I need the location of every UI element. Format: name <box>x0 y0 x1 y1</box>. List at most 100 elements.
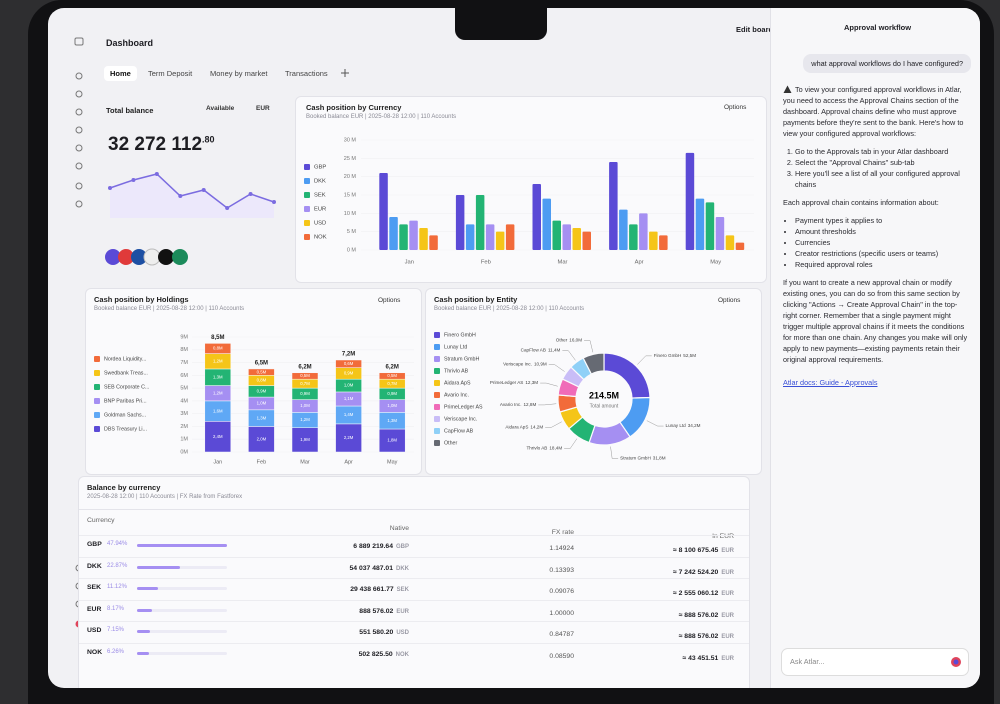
segment-label: 0,9M <box>344 371 354 376</box>
share-track <box>137 651 227 655</box>
bar <box>552 220 561 250</box>
segment-label: 1,2M <box>213 390 223 395</box>
legend-label: Lunay Ltd <box>444 344 467 350</box>
bar-segment <box>378 372 406 380</box>
legend-swatch <box>94 370 100 376</box>
sparkline-dot <box>225 206 230 210</box>
segment-label: 2,0M <box>257 436 267 441</box>
segment-label: 1,3M <box>213 374 223 379</box>
slice-value: 12,8M <box>524 402 537 407</box>
tab[interactable]: Term Deposit <box>148 69 193 78</box>
slice-label: Veriscape Inc. 10,9M <box>503 362 547 367</box>
bar-segment <box>335 359 362 368</box>
total-label: 6,2M <box>298 364 311 370</box>
currency-chart: 0 M 5 M 10 M 15 M 20 M 25 M 30 M GBP DKK SEK EUR US… <box>304 137 754 266</box>
bar <box>542 198 551 250</box>
slice-label: Stratum GmbH 31,8M <box>620 456 666 461</box>
segment-label: 1,3M <box>257 415 267 420</box>
leader-line <box>538 403 557 406</box>
x-tick-label: Jan <box>213 459 222 465</box>
column-header: Currency <box>87 517 115 524</box>
tab[interactable]: Money by market <box>210 69 268 78</box>
card-title: Balance by currency <box>87 483 161 492</box>
x-tick-label: Feb <box>257 459 266 465</box>
native-amount: 29 438 661.77 SEK <box>350 586 409 593</box>
entity-card: Cash position by Entity Booked balance E… <box>425 288 762 475</box>
segment-label: 1,8M <box>387 438 397 443</box>
donut-slice <box>582 352 605 375</box>
native-value: 502 825.50 <box>358 650 393 658</box>
legend-label: EUR <box>314 207 326 213</box>
segment-label: 0,8M <box>257 378 267 383</box>
bar <box>399 224 408 250</box>
edit-board-button[interactable]: Edit board <box>736 25 774 34</box>
native-amount: 888 576.02 EUR <box>359 608 409 615</box>
sparkline <box>108 172 276 218</box>
total-balance-card: Total balance Available EUR 32 272 112.8… <box>100 96 288 281</box>
legend-label: DKK <box>314 179 326 185</box>
legend-swatch <box>434 416 440 422</box>
assistant-message: To view your configured approval workflo… <box>783 84 969 395</box>
share-track <box>137 608 227 612</box>
legend-swatch <box>304 192 310 198</box>
options-button[interactable]: Options <box>378 297 401 304</box>
tab[interactable]: Home <box>104 66 137 81</box>
paragraph: If you want to create a new approval cha… <box>783 278 968 364</box>
bar <box>649 231 658 250</box>
row-divider <box>79 535 749 536</box>
slice-value: 34,2M <box>688 423 701 428</box>
legend-label: Stratum GmbH <box>444 356 479 362</box>
balance-table: Balance by currency 2025-08-28 12:00 | 1… <box>78 476 750 688</box>
user-message: what approval workflows do I have config… <box>803 54 971 73</box>
slice-label: Finero GmbH 52,5M <box>654 353 697 358</box>
slice-label: Avario Inc. 12,8M <box>500 402 537 407</box>
slice-label: Lunay Ltd 34,2M <box>666 423 701 428</box>
page-title: Dashboard <box>106 38 154 48</box>
row-divider <box>79 621 749 622</box>
chat-input[interactable]: Ask Atlar... <box>781 648 969 676</box>
native-value: 551 580.20 <box>359 629 394 636</box>
column-header: Native <box>389 525 409 532</box>
leader-line <box>548 364 565 372</box>
segment-label: 0,8M <box>213 346 223 351</box>
leader-line <box>610 446 619 459</box>
eur-code: EUR <box>721 655 734 662</box>
legend-swatch <box>304 178 310 184</box>
sparkline-dot <box>201 188 206 192</box>
bar-segment <box>291 372 319 380</box>
amount: 32 272 112 <box>108 134 203 155</box>
bar <box>609 162 618 250</box>
legend-swatch <box>94 398 100 404</box>
bar <box>485 224 495 250</box>
bar-segment <box>204 343 232 354</box>
fx-rate: 1.00000 <box>549 609 574 617</box>
options-button[interactable]: Options <box>724 104 747 111</box>
bar <box>562 224 571 250</box>
add-tab-icon[interactable] <box>340 68 350 78</box>
native-code: EUR <box>396 608 409 615</box>
segment-label: 1,2M <box>300 417 310 422</box>
bullet: Amount thresholds <box>795 226 969 237</box>
segment-label: 2,4M <box>213 434 223 439</box>
docs-link[interactable]: Atlar docs: Guide - Approvals <box>783 378 878 387</box>
row-divider <box>79 599 749 601</box>
native-value: 29 438 661.77 <box>350 586 394 593</box>
eur-code: EUR <box>721 634 734 640</box>
slice-name: Finero GmbH <box>654 353 682 358</box>
sparkline-dot <box>272 200 276 204</box>
tab[interactable]: Transactions <box>285 69 328 78</box>
currency-dropdown[interactable]: EUR <box>256 105 270 112</box>
bar <box>735 242 745 250</box>
fx-rate: 0.84787 <box>549 631 574 638</box>
legend-swatch <box>434 344 440 350</box>
segment-label: 0,7M <box>300 381 310 386</box>
filter-dropdown[interactable]: Available <box>206 105 235 112</box>
leader-line <box>562 350 576 361</box>
slice-name: Thrivlo AB <box>526 446 547 451</box>
options-button[interactable]: Options <box>718 297 741 304</box>
slice-name: Avario Inc. <box>500 402 522 407</box>
bullet: Required approval roles <box>795 259 969 270</box>
slice-value: 14,2M <box>530 425 543 430</box>
slice-name: Aidara ApS <box>505 425 528 430</box>
sparkline-dot <box>108 186 112 190</box>
